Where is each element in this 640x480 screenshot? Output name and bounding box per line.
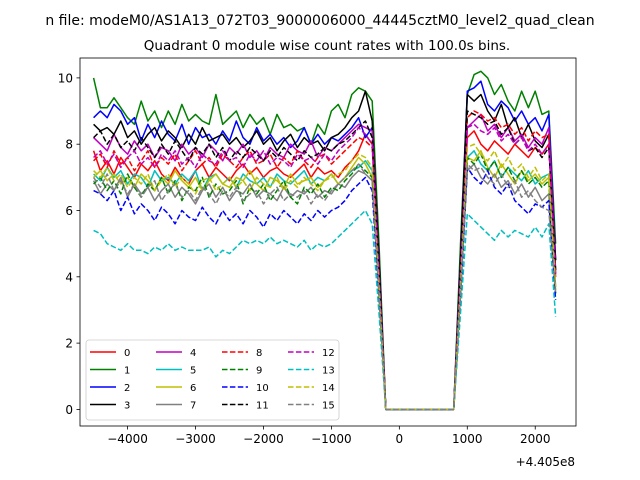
- legend-box: [85, 339, 340, 421]
- series-line-13: [93, 209, 557, 411]
- legend-label-11: 11: [256, 401, 269, 412]
- series-group: [92, 70, 557, 411]
- axes-frame: [79, 57, 577, 427]
- x-tick-label: 2000: [520, 432, 551, 446]
- y-tick-label: 2: [65, 337, 73, 351]
- legend-label-12: 12: [322, 348, 335, 359]
- x-tick-label: −1000: [311, 432, 352, 446]
- figure-suptitle: n file: modeM0/AS1A13_072T03_9000006000_…: [45, 13, 594, 29]
- chart-title: Quadrant 0 module wise count rates with …: [144, 38, 510, 54]
- legend-label-5: 5: [190, 366, 196, 377]
- x-tick-label: −4000: [107, 432, 148, 446]
- x-tick-label: 1000: [452, 432, 483, 446]
- series-line-0: [92, 130, 557, 411]
- legend-label-15: 15: [322, 401, 335, 412]
- legend-label-10: 10: [256, 383, 269, 394]
- series-line-3: [93, 90, 557, 411]
- series-line-1: [92, 70, 557, 411]
- y-tick-label: 10: [58, 71, 73, 85]
- x-tick-label: −3000: [175, 432, 216, 446]
- legend-label-9: 9: [256, 366, 262, 377]
- y-tick-label: 6: [65, 204, 73, 218]
- legend-label-3: 3: [124, 401, 130, 412]
- legend-label-4: 4: [190, 348, 196, 359]
- series-line-15: [92, 163, 557, 411]
- series-line-9: [93, 153, 557, 411]
- series-line-12: [93, 123, 557, 411]
- legend-label-8: 8: [256, 348, 262, 359]
- x-axis-offset-label: +4.405e8: [516, 455, 575, 469]
- series-line-10: [93, 166, 557, 411]
- legend-label-14: 14: [322, 383, 335, 394]
- legend-label-7: 7: [190, 401, 196, 412]
- legend-label-6: 6: [190, 383, 196, 394]
- y-tick-label: 8: [65, 138, 73, 152]
- x-tick-label: −2000: [243, 432, 284, 446]
- legend-label-13: 13: [322, 366, 335, 377]
- series-line-14: [93, 143, 557, 411]
- series-line-2: [93, 80, 557, 411]
- legend-label-0: 0: [124, 348, 130, 359]
- legend-label-2: 2: [124, 383, 130, 394]
- y-tick-label: 0: [65, 403, 73, 417]
- legend-label-1: 1: [124, 366, 130, 377]
- x-tick-label: 0: [396, 432, 404, 446]
- y-tick-label: 4: [65, 270, 73, 284]
- series-line-8: [93, 110, 557, 411]
- series-line-11: [93, 110, 557, 411]
